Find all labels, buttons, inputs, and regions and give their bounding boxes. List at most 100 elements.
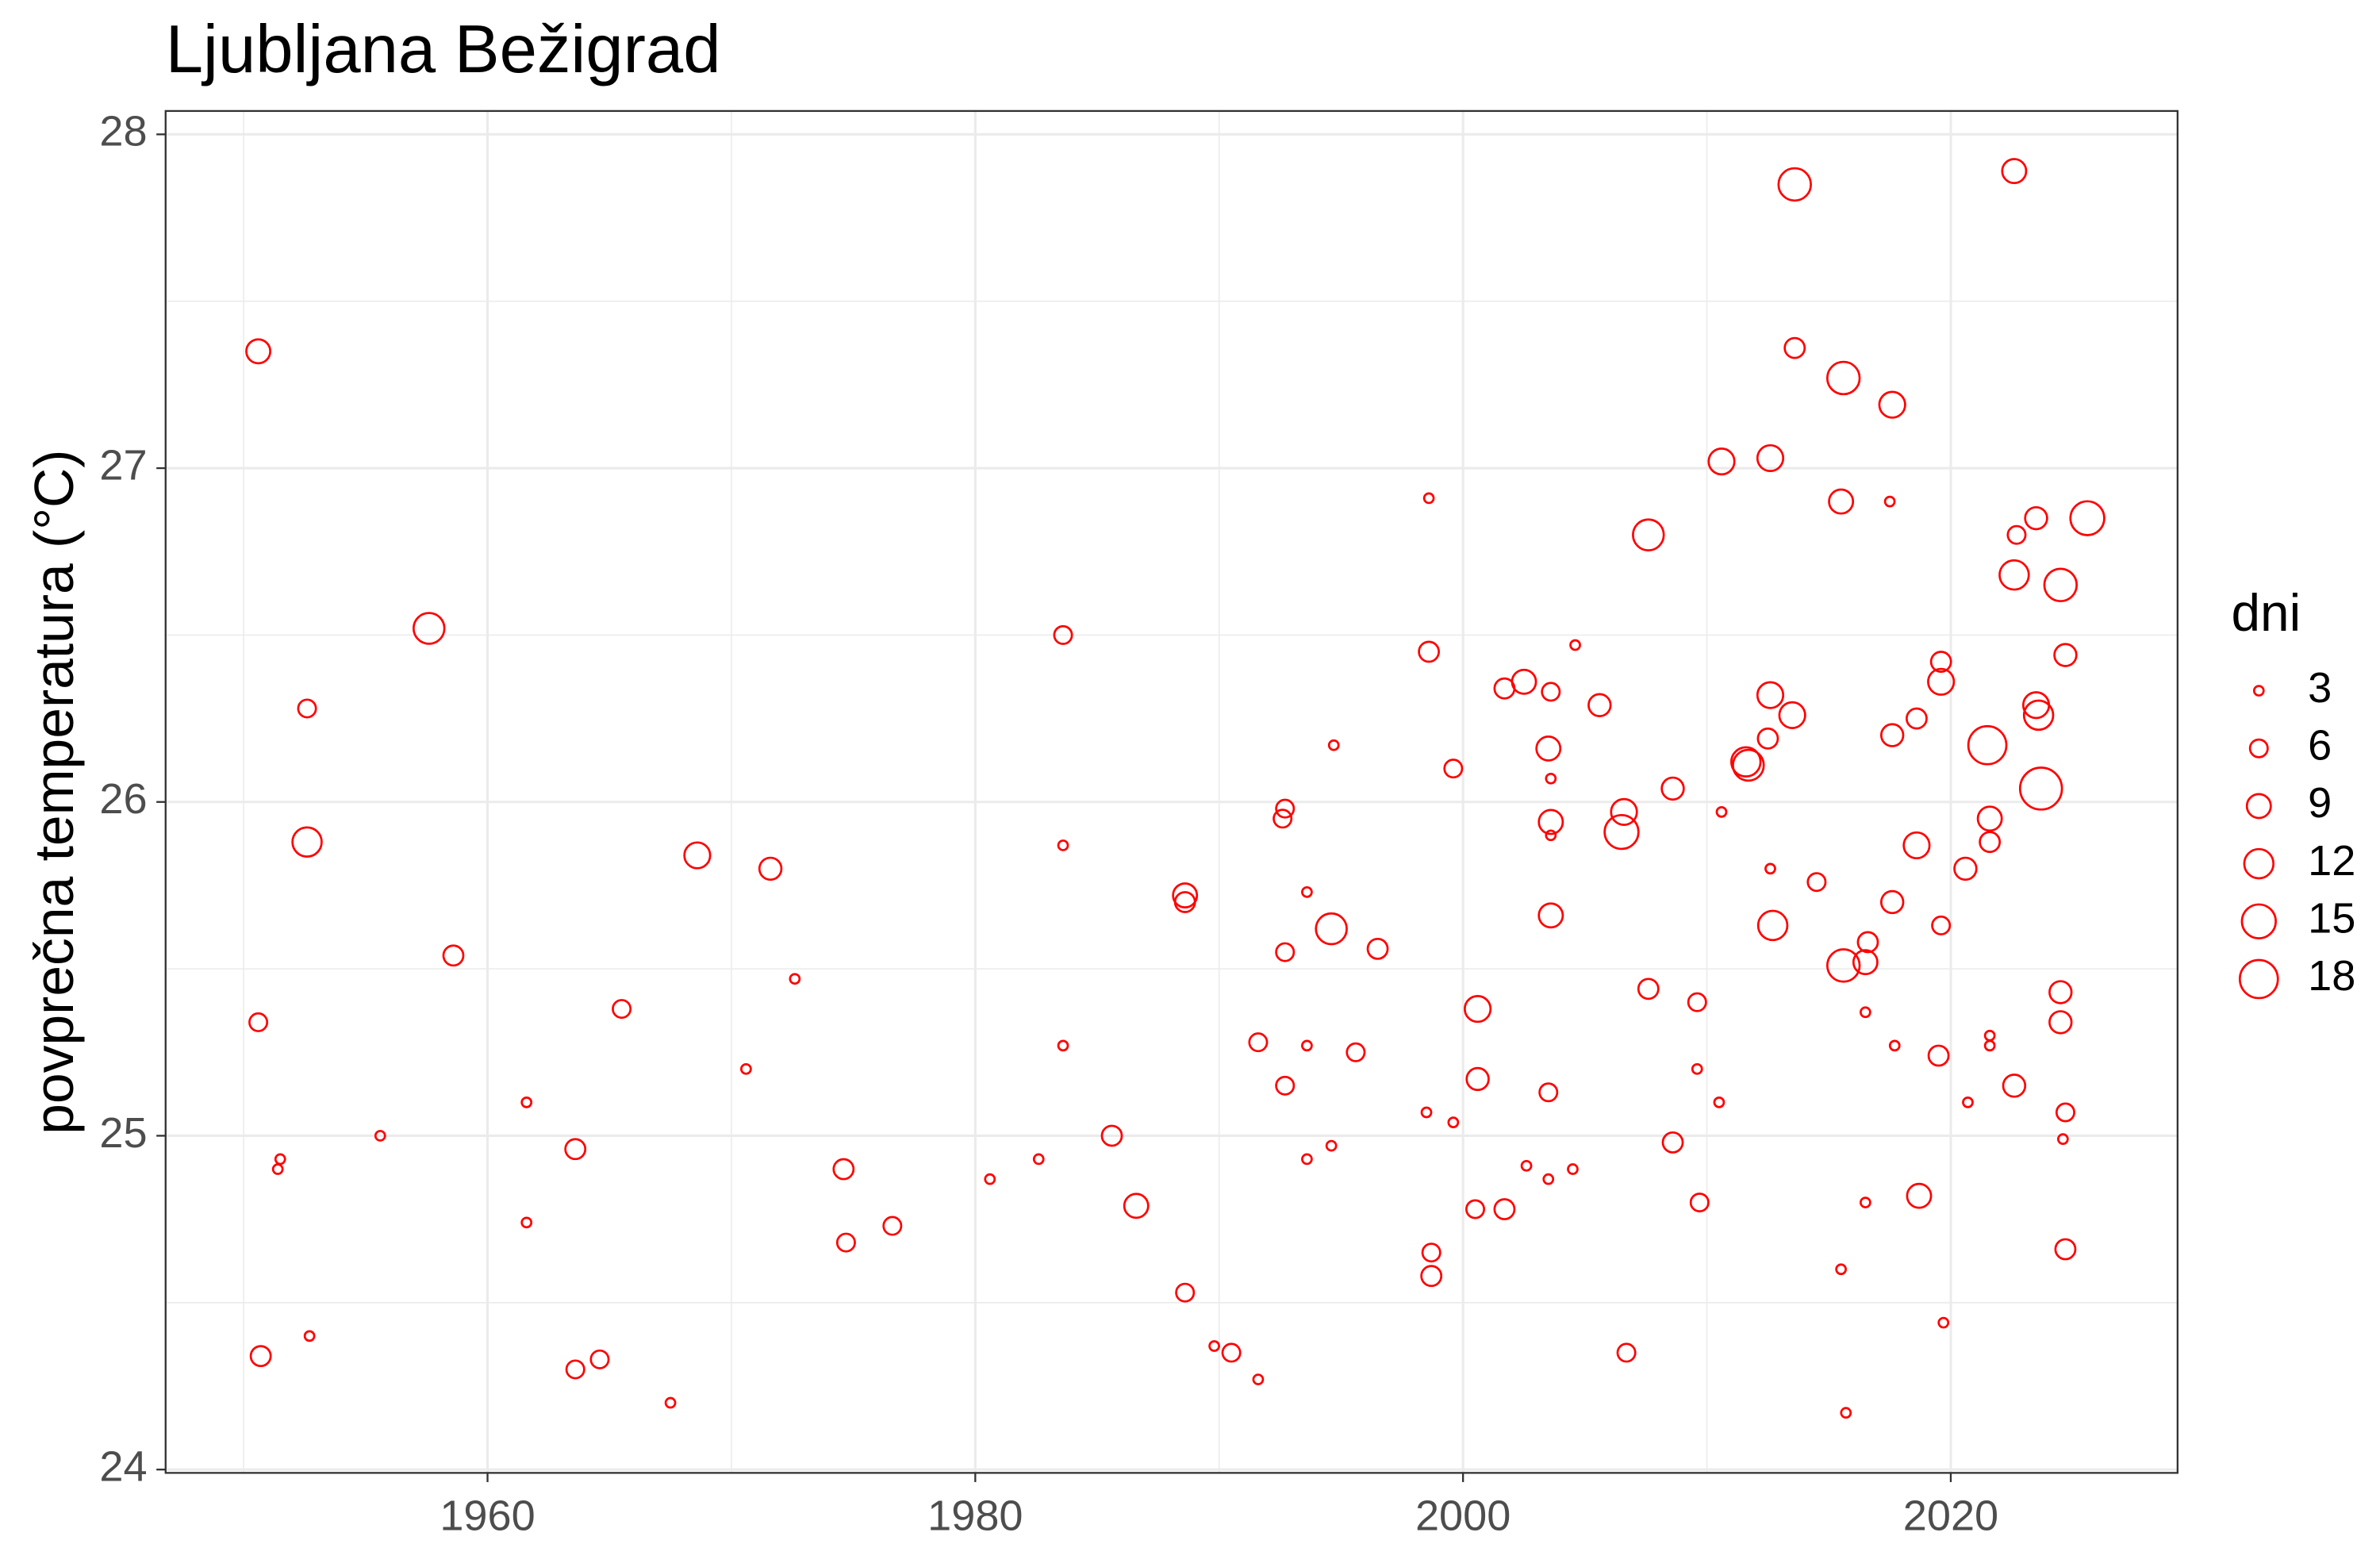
point (1707, 447, 1736, 476)
point (1962, 1097, 1974, 1108)
point (2002, 1074, 2027, 1098)
point (1983, 1039, 1996, 1052)
point (832, 1158, 855, 1181)
point (1175, 1282, 1196, 1303)
point (412, 612, 446, 645)
point (612, 999, 632, 1020)
point (291, 826, 323, 858)
panel-border (164, 109, 2179, 1474)
point (1173, 891, 1196, 913)
point (1840, 1407, 1852, 1419)
point (1931, 915, 1952, 935)
point (2069, 500, 2106, 536)
point (2043, 567, 2079, 603)
point (1883, 495, 1896, 508)
point (1273, 808, 1293, 829)
point (1729, 746, 1762, 778)
point (2048, 1010, 2073, 1035)
point (1888, 1039, 1901, 1052)
point (1537, 808, 1564, 835)
point (1852, 949, 1879, 976)
point (1927, 667, 1956, 696)
legend-label: 18 (2308, 952, 2355, 1000)
point (1301, 1039, 1313, 1052)
y-tick-label: 24 (99, 1442, 147, 1490)
point (1764, 862, 1776, 875)
x-tick-label: 1980 (927, 1492, 1023, 1540)
point (1345, 1042, 1366, 1062)
point (1420, 1106, 1433, 1119)
legend-label: 15 (2308, 895, 2355, 943)
point (271, 1163, 284, 1175)
point (1366, 937, 1389, 960)
legend-label: 6 (2308, 722, 2332, 770)
point (1275, 1075, 1296, 1096)
point (1032, 1153, 1045, 1166)
point (1538, 1082, 1559, 1103)
point (1537, 902, 1564, 929)
x-tick-label: 1960 (440, 1492, 535, 1540)
point (1756, 681, 1785, 709)
point (1953, 856, 1978, 881)
point (1756, 727, 1779, 750)
point (1927, 1044, 1950, 1067)
point (1301, 1153, 1313, 1166)
point (1756, 444, 1785, 473)
point (1421, 1242, 1441, 1263)
point (740, 1062, 752, 1075)
point (1637, 977, 1660, 1001)
point (1587, 693, 1612, 717)
y-tick-label: 28 (99, 108, 147, 156)
y-axis-label: povprečna temperatura (°C) (23, 450, 85, 1135)
point (1715, 806, 1728, 818)
point (1123, 1193, 1150, 1219)
point (1860, 1006, 1871, 1019)
x-tick-label: 2020 (1903, 1492, 1998, 1540)
point (1493, 1198, 1516, 1220)
point (1660, 776, 1685, 801)
point (2055, 1102, 2075, 1123)
point (2057, 1133, 2069, 1146)
point (1825, 948, 1861, 983)
point (1542, 1173, 1555, 1185)
legend-label: 3 (2308, 664, 2332, 712)
point (564, 1138, 587, 1161)
point (1732, 748, 1765, 782)
point (1057, 1039, 1069, 1052)
point (1057, 839, 1069, 851)
point (1100, 1124, 1123, 1147)
point (2053, 643, 2078, 667)
point (1053, 624, 1073, 645)
point (1879, 723, 1905, 747)
point (1856, 931, 1879, 954)
point (2048, 980, 2073, 1004)
point (1713, 1097, 1726, 1108)
point (1687, 992, 1707, 1012)
point (1248, 1032, 1269, 1053)
point (1998, 559, 2030, 591)
point (2022, 699, 2055, 732)
legend-key (2243, 847, 2275, 880)
point (1906, 1182, 1933, 1209)
point (1902, 831, 1931, 860)
point (1465, 1066, 1490, 1092)
point (758, 856, 783, 881)
point (1979, 831, 2002, 854)
point (1610, 797, 1638, 826)
point (248, 1012, 269, 1032)
point (1616, 1342, 1637, 1363)
point (2054, 1238, 2077, 1261)
point (1545, 772, 1557, 785)
point (1511, 668, 1537, 695)
x-tick-label: 2000 (1415, 1492, 1511, 1540)
point (1315, 912, 1348, 946)
y-tick-label: 25 (99, 1109, 147, 1157)
legend-key (2240, 903, 2277, 939)
point (1443, 759, 1464, 779)
point (1327, 739, 1340, 751)
point (2024, 505, 2048, 531)
point (882, 1216, 903, 1236)
